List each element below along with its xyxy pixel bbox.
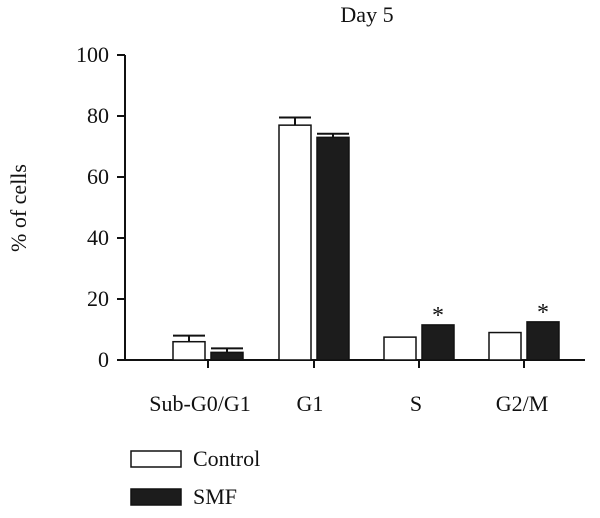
legend-label-smf: SMF	[193, 484, 237, 509]
bar-control-g2-m	[488, 331, 522, 361]
y-tick-label: 20	[87, 286, 109, 311]
legend-swatch-control	[130, 450, 182, 468]
y-axis-label: % of cells	[6, 164, 31, 252]
bar-smf-g2-m	[526, 321, 560, 361]
x-axis: Sub-G0/G1 G1 S G2/M	[125, 359, 585, 416]
y-tick-label: 80	[87, 103, 109, 128]
bar-smf-g1	[316, 136, 350, 361]
significance-asterisk: *	[537, 300, 549, 326]
x-tick-label: S	[410, 391, 422, 416]
x-tick-label: Sub-G0/G1	[149, 391, 250, 416]
legend: Control SMF	[130, 446, 260, 509]
y-ticks: 0 20 40 60 80 100	[76, 42, 125, 372]
y-tick-label: 100	[76, 42, 109, 67]
bar-smf-sub-g0-g1	[210, 351, 244, 361]
legend-swatch-smf	[130, 488, 182, 506]
bar-control-sub-g0-g1	[172, 340, 206, 361]
bar-smf-s	[421, 324, 455, 361]
significance-asterisk: *	[432, 303, 444, 329]
x-ticks: Sub-G0/G1 G1 S G2/M	[149, 360, 548, 416]
significance-markers: * *	[432, 300, 549, 329]
legend-item-control: Control	[130, 446, 260, 471]
bar-control-g1	[278, 124, 312, 361]
bar-control-s	[383, 336, 417, 361]
x-tick-label: G1	[297, 391, 324, 416]
y-tick-label: 0	[98, 347, 109, 372]
legend-item-smf: SMF	[130, 484, 237, 509]
bars	[172, 116, 560, 361]
legend-label-control: Control	[193, 446, 260, 471]
y-tick-label: 60	[87, 164, 109, 189]
y-axis: 0 20 40 60 80 100	[76, 42, 126, 372]
chart-title: Day 5	[340, 2, 393, 27]
x-tick-label: G2/M	[496, 391, 549, 416]
y-tick-label: 40	[87, 225, 109, 250]
